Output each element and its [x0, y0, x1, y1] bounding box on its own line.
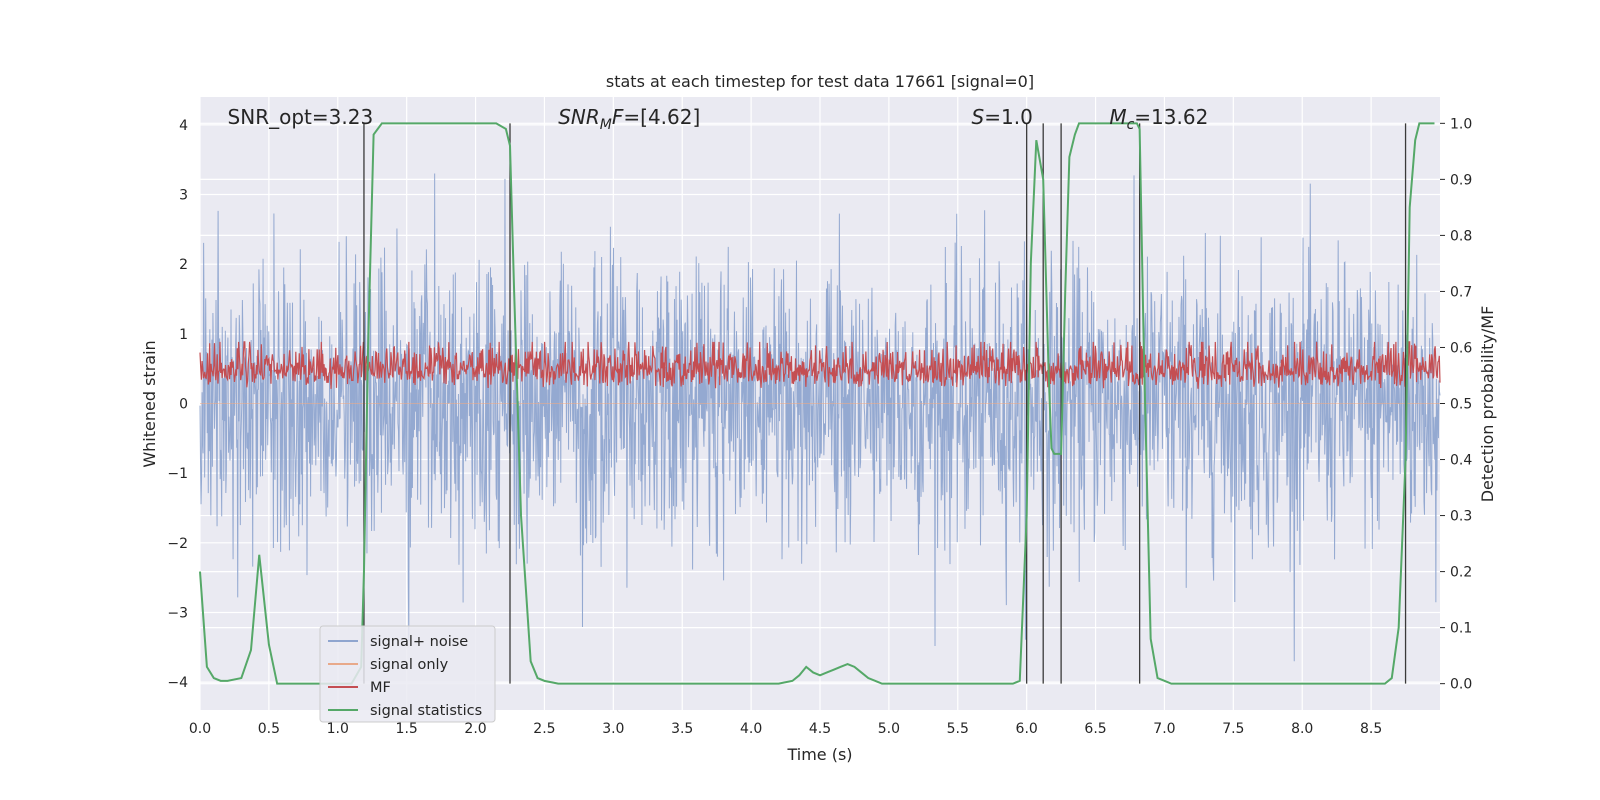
legend-label: MF [370, 680, 391, 696]
y-left-tick-label: −4 [167, 675, 188, 691]
x-tick-label: 3.0 [602, 721, 624, 737]
y-right-tick-label: 0.9 [1450, 172, 1472, 188]
y-right-tick-label: 0.6 [1450, 340, 1472, 356]
y-right-tick-label: 0.7 [1450, 284, 1472, 300]
mf-series [199, 341, 1441, 389]
stat-annotation: S=1.0 [972, 105, 1033, 129]
y-left-tick-label: −3 [167, 605, 188, 621]
legend: signal+ noise signal only MF signal statist… [319, 625, 496, 723]
y-right-tick-label: 0.2 [1450, 565, 1472, 581]
x-tick-label: 7.0 [1153, 721, 1175, 737]
y-right-tick-label: 0.5 [1450, 397, 1472, 413]
y-left-tick-label: 3 [179, 188, 188, 204]
y-right-tick-label: 0.4 [1450, 453, 1472, 469]
y-left-tick-label: −2 [167, 536, 188, 552]
y-left-tick-label: 4 [179, 118, 188, 134]
x-tick-label: 5.0 [878, 721, 900, 737]
y-right-tick-label: 0.0 [1450, 677, 1472, 693]
x-tick-label: 0.5 [258, 721, 280, 737]
x-tick-label: 6.5 [1084, 721, 1106, 737]
y-left-tick-label: −1 [167, 466, 188, 482]
legend-box [319, 625, 496, 723]
y-axis-label-left: Whitened strain [140, 340, 159, 467]
y-left-tick-label: 0 [179, 397, 188, 413]
annotations: SNR_opt=3.23 SNRMF=[4.62] S=1.0 Mc=13.62 [228, 105, 1209, 133]
x-tick-label: 4.0 [740, 721, 762, 737]
x-tick-label: 1.5 [396, 721, 418, 737]
x-tick-label: 8.0 [1291, 721, 1313, 737]
legend-label: signal only [370, 657, 449, 673]
signal-statistics-line [199, 122, 1435, 685]
y-right-tick-label: 0.8 [1450, 228, 1472, 244]
x-tick-label: 8.5 [1360, 721, 1382, 737]
stat-annotation: SNR_opt=3.23 [228, 105, 374, 129]
x-axis-label: Time (s) [786, 745, 852, 764]
legend-label: signal statistics [370, 703, 482, 719]
x-tick-label: 6.0 [1016, 721, 1038, 737]
mf-line [199, 341, 1441, 389]
tick-labels: 0.0 0.5 1.0 1.5 2.0 2.5 3.0 3.5 4.0 4.5 5.0 5.5 6.0 6… [167, 116, 1472, 737]
y-right-tick-label: 0.3 [1450, 509, 1472, 525]
y-right-tick-label: 1.0 [1450, 116, 1472, 132]
stat-annotation: Mc=13.62 [1109, 105, 1208, 133]
x-tick-label: 2.0 [464, 721, 486, 737]
y-right-tick-label: 0.1 [1450, 621, 1472, 637]
stat-annotation: SNRMF=[4.62] [558, 105, 700, 133]
y-left-tick-label: 2 [179, 257, 188, 273]
x-tick-label: 0.0 [189, 721, 211, 737]
legend-label: signal+ noise [370, 634, 468, 650]
signal-statistics-series [199, 122, 1435, 685]
chart-title: stats at each timestep for test data 176… [606, 72, 1034, 91]
x-tick-label: 2.5 [533, 721, 555, 737]
x-tick-label: 7.5 [1222, 721, 1244, 737]
y-left-tick-label: 1 [179, 327, 188, 343]
y-axis-label-right: Detection probability/MF [1478, 306, 1497, 503]
x-tick-label: 3.5 [671, 721, 693, 737]
x-tick-label: 4.5 [809, 721, 831, 737]
x-tick-label: 5.5 [947, 721, 969, 737]
x-tick-label: 1.0 [327, 721, 349, 737]
